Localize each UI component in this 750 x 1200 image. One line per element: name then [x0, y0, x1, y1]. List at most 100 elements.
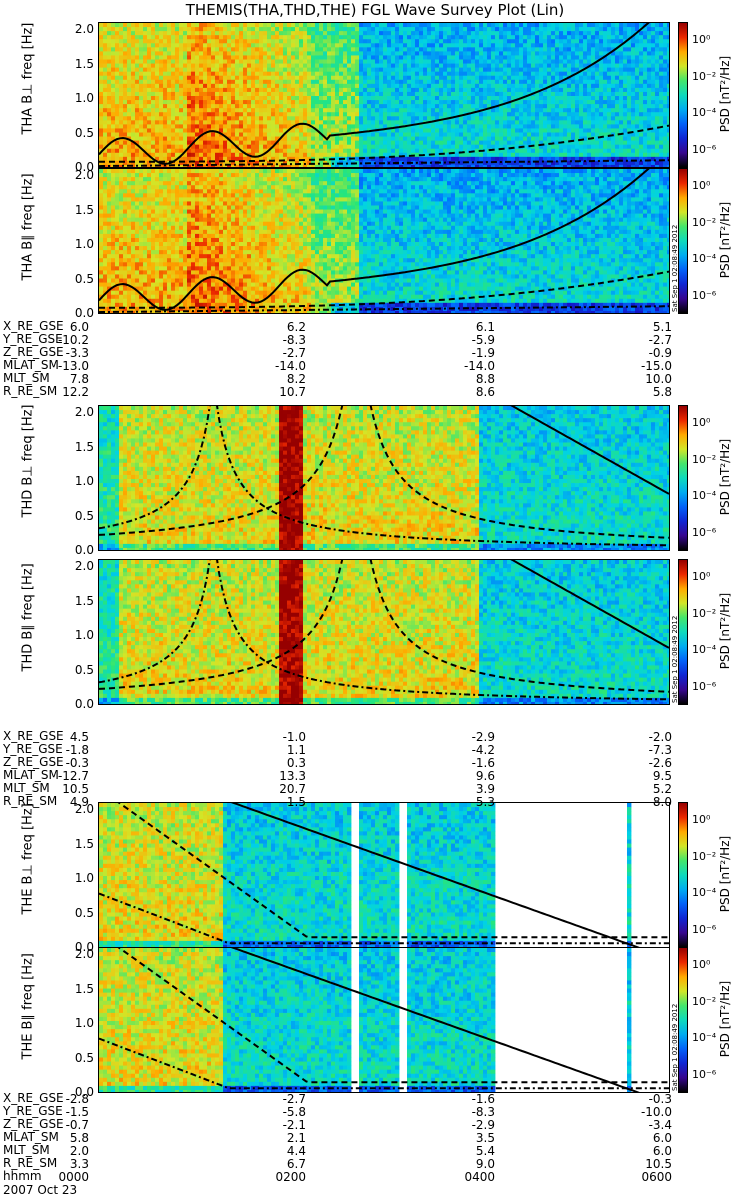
heatmap-cell	[403, 31, 408, 36]
heatmap-cell	[463, 96, 468, 101]
heatmap-cell	[151, 67, 156, 73]
heatmap-cell	[443, 164, 448, 167]
heatmap-cell	[151, 75, 156, 81]
heatmap-cell	[571, 152, 576, 158]
heatmap-cell	[235, 120, 240, 125]
heatmap-cell	[183, 91, 188, 97]
heatmap-cell	[111, 63, 116, 69]
heatmap-cell	[287, 23, 292, 28]
heatmap-cell	[631, 96, 636, 101]
heatmap-cell	[207, 59, 212, 64]
heatmap-cell	[179, 136, 184, 142]
heatmap-cell	[635, 55, 640, 60]
heatmap-cell	[175, 152, 180, 158]
heatmap-cell	[427, 96, 432, 101]
heatmap-cell	[127, 75, 132, 81]
heatmap-cell	[239, 55, 244, 60]
heatmap-cell	[183, 47, 188, 52]
heatmap-cell	[579, 43, 584, 48]
heatmap-cell	[183, 43, 188, 48]
heatmap-cell	[111, 59, 116, 64]
heatmap-cell	[395, 83, 400, 89]
heatmap-cell	[619, 23, 624, 28]
heatmap-cell	[179, 132, 184, 137]
heatmap-cell	[607, 43, 612, 48]
heatmap-cell	[499, 71, 504, 77]
heatmap-cell	[627, 91, 632, 97]
heatmap-cell	[455, 96, 460, 101]
heatmap-cell	[583, 35, 588, 40]
heatmap-cell	[387, 136, 392, 142]
heatmap-cell	[503, 35, 508, 40]
heatmap-cell	[375, 23, 380, 28]
heatmap-cell	[315, 112, 320, 117]
heatmap-cell	[527, 120, 532, 125]
heatmap-cell	[155, 79, 160, 85]
heatmap-cell	[227, 156, 232, 162]
heatmap-cell	[535, 71, 540, 77]
heatmap-cell	[567, 39, 572, 44]
heatmap-cell	[415, 55, 420, 60]
heatmap-cell	[467, 91, 472, 97]
heatmap-cell	[651, 31, 656, 36]
heatmap-cell	[259, 75, 264, 81]
heatmap-cell	[143, 51, 148, 56]
heatmap-cell	[415, 120, 420, 125]
heatmap-cell	[355, 87, 360, 93]
heatmap-cell	[463, 43, 468, 48]
heatmap-cell	[567, 148, 572, 154]
heatmap-cell	[135, 116, 140, 121]
heatmap-cell	[551, 104, 556, 109]
heatmap-cell	[239, 75, 244, 81]
heatmap-cell	[559, 156, 564, 162]
heatmap-cell	[355, 43, 360, 48]
heatmap-cell	[351, 63, 356, 69]
heatmap-cell	[159, 59, 164, 64]
heatmap-cell	[331, 144, 336, 150]
heatmap-cell	[623, 96, 628, 101]
heatmap-cell	[475, 47, 480, 52]
heatmap-cell	[271, 136, 276, 142]
heatmap-cell	[151, 47, 156, 52]
heatmap-cell	[543, 120, 548, 125]
heatmap-cell	[211, 144, 216, 150]
heatmap-cell	[407, 83, 412, 89]
heatmap-cell	[279, 104, 284, 109]
heatmap-cell	[503, 31, 508, 36]
heatmap-cell	[127, 116, 132, 121]
heatmap-cell	[175, 43, 180, 48]
heatmap-cell	[187, 124, 192, 129]
heatmap-cell	[327, 160, 332, 166]
heatmap-cell	[395, 51, 400, 56]
heatmap-cell	[615, 23, 620, 28]
heatmap-cell	[491, 96, 496, 101]
heatmap-cell	[223, 108, 228, 113]
heatmap-cell	[271, 47, 276, 52]
heatmap-cell	[479, 120, 484, 125]
heatmap-cell	[283, 63, 288, 69]
heatmap-cell	[155, 51, 160, 56]
heatmap-cell	[583, 136, 588, 142]
heatmap-cell	[243, 75, 248, 81]
heatmap-cell	[239, 140, 244, 146]
heatmap-cell	[471, 35, 476, 40]
heatmap-cell	[291, 31, 296, 36]
heatmap-cell	[211, 140, 216, 146]
heatmap-cell	[263, 148, 268, 154]
heatmap-cell	[147, 160, 152, 166]
heatmap-cell	[407, 87, 412, 93]
heatmap-cell	[359, 124, 364, 129]
heatmap-cell	[299, 27, 304, 32]
heatmap-cell	[111, 136, 116, 142]
heatmap-cell	[547, 39, 552, 44]
heatmap-cell	[607, 87, 612, 93]
heatmap-cell	[459, 87, 464, 93]
heatmap-cell	[99, 47, 104, 52]
heatmap-cell	[299, 132, 304, 137]
heatmap-cell	[427, 128, 432, 133]
heatmap-cell	[363, 67, 368, 73]
heatmap-cell	[591, 75, 596, 81]
heatmap-cell	[267, 152, 272, 158]
heatmap-cell	[571, 132, 576, 137]
heatmap-cell	[411, 87, 416, 93]
